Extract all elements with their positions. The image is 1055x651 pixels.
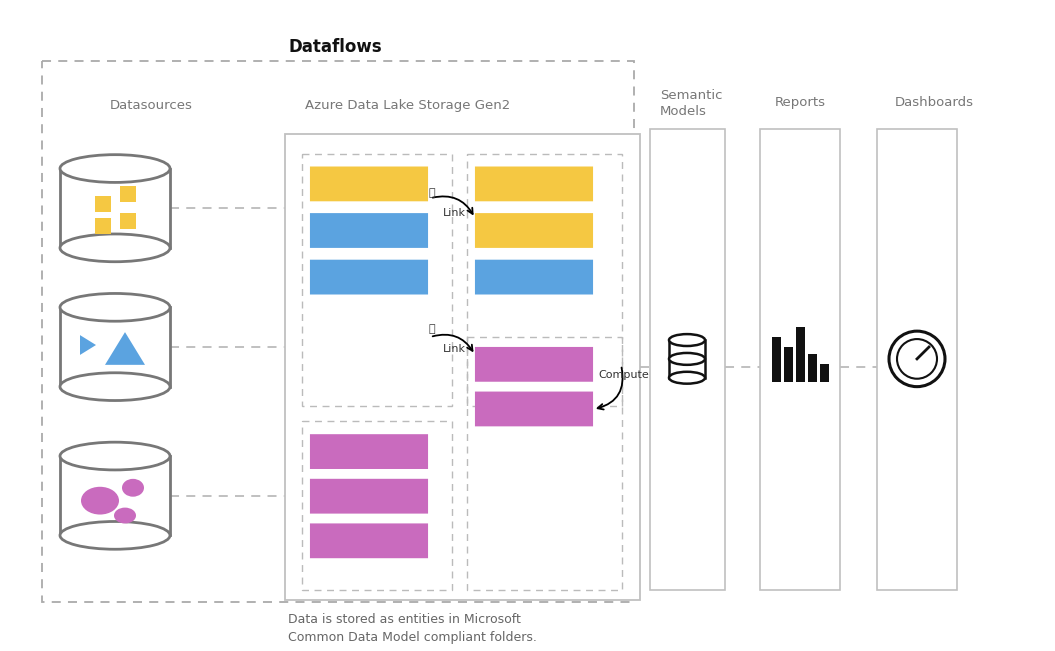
Bar xyxy=(95,218,111,234)
Text: Azure Data Lake Storage Gen2: Azure Data Lake Storage Gen2 xyxy=(305,99,511,112)
Bar xyxy=(60,307,170,387)
Bar xyxy=(285,134,640,600)
Bar xyxy=(302,421,452,590)
Bar xyxy=(467,154,622,406)
Ellipse shape xyxy=(60,442,170,470)
FancyBboxPatch shape xyxy=(475,347,593,381)
Bar xyxy=(120,186,136,202)
Text: Semantic
Models: Semantic Models xyxy=(660,89,723,118)
Text: ⛓: ⛓ xyxy=(428,324,436,334)
Bar xyxy=(42,61,634,602)
Bar xyxy=(784,347,793,381)
Text: Link: Link xyxy=(443,344,466,354)
Ellipse shape xyxy=(60,234,170,262)
Bar xyxy=(760,129,840,590)
Ellipse shape xyxy=(60,521,170,549)
Bar xyxy=(60,456,170,535)
Text: Dataflows: Dataflows xyxy=(288,38,382,55)
Bar xyxy=(467,337,622,590)
Text: Link: Link xyxy=(443,208,466,218)
Bar xyxy=(797,327,805,381)
FancyBboxPatch shape xyxy=(310,523,428,558)
Bar xyxy=(60,169,170,248)
Bar xyxy=(95,197,111,212)
Text: Reports: Reports xyxy=(775,96,826,109)
FancyBboxPatch shape xyxy=(310,167,428,201)
Bar xyxy=(772,337,781,381)
Text: Data is stored as entities in Microsoft
Common Data Model compliant folders.: Data is stored as entities in Microsoft … xyxy=(288,613,537,644)
Text: Dashboards: Dashboards xyxy=(895,96,974,109)
Bar xyxy=(820,364,829,381)
FancyBboxPatch shape xyxy=(475,260,593,294)
Ellipse shape xyxy=(60,373,170,400)
Polygon shape xyxy=(106,332,145,365)
FancyBboxPatch shape xyxy=(310,434,428,469)
Ellipse shape xyxy=(60,155,170,182)
Bar xyxy=(650,129,725,590)
Ellipse shape xyxy=(114,508,136,523)
Ellipse shape xyxy=(669,353,705,365)
FancyBboxPatch shape xyxy=(475,391,593,426)
Polygon shape xyxy=(80,335,96,355)
FancyBboxPatch shape xyxy=(475,213,593,248)
Bar xyxy=(120,213,136,229)
FancyBboxPatch shape xyxy=(475,167,593,201)
Ellipse shape xyxy=(669,334,705,346)
Ellipse shape xyxy=(122,479,143,497)
FancyBboxPatch shape xyxy=(310,478,428,514)
Text: Compute: Compute xyxy=(598,370,649,380)
Ellipse shape xyxy=(81,487,119,514)
Bar xyxy=(877,129,957,590)
Text: ⛓: ⛓ xyxy=(428,188,436,199)
Bar xyxy=(669,340,705,378)
Bar xyxy=(808,354,817,381)
Ellipse shape xyxy=(669,372,705,383)
FancyBboxPatch shape xyxy=(310,260,428,294)
Text: Datasources: Datasources xyxy=(110,99,193,112)
Bar xyxy=(302,154,452,406)
FancyBboxPatch shape xyxy=(310,213,428,248)
Ellipse shape xyxy=(60,294,170,321)
